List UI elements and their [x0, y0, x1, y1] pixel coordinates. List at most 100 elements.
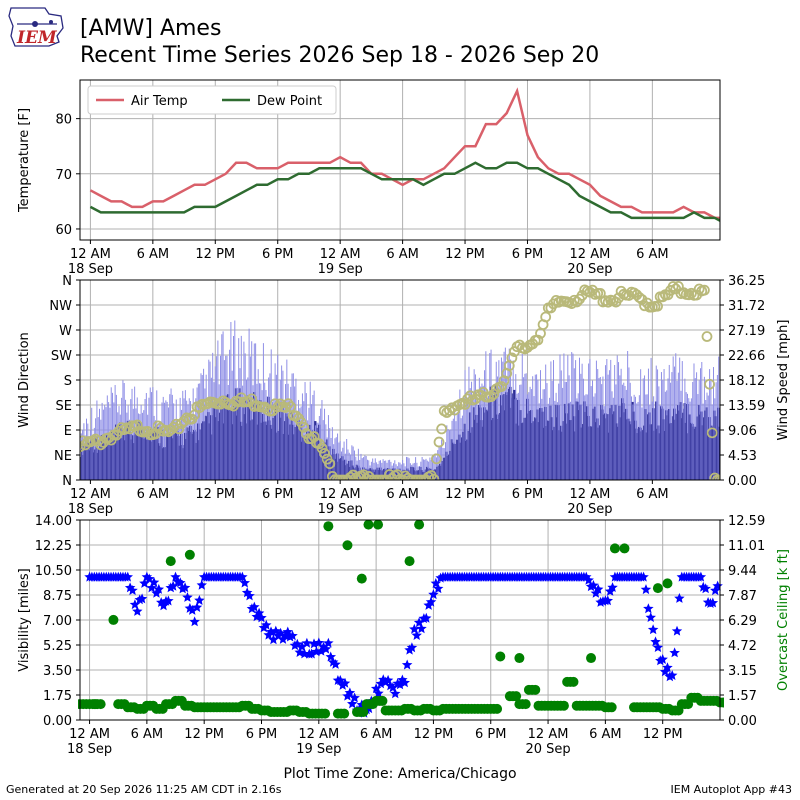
visibility-star	[237, 571, 248, 582]
ceiling-point	[339, 708, 350, 719]
y-tick-label: NW	[49, 299, 72, 314]
visibility-star	[640, 584, 652, 595]
y-tick-label: 60	[55, 223, 72, 238]
axes-frame	[79, 79, 721, 241]
y2-tick-label: 11.01	[728, 539, 765, 554]
visibility-star	[244, 590, 255, 601]
y-tick-label: N	[62, 474, 72, 489]
wind-direction-point	[678, 287, 689, 299]
ceiling-point	[363, 519, 374, 530]
x-tick-label: 12 AM	[528, 727, 569, 742]
wind-direction-point	[765, 467, 774, 476]
visibility-star	[607, 582, 618, 592]
y2-tick-label: 3.15	[728, 664, 757, 679]
visibility-star	[695, 571, 707, 582]
wind-direction-point	[652, 300, 663, 312]
visibility-star	[397, 674, 408, 685]
visibility-star	[289, 640, 301, 651]
x-tick-label: 12 AM	[70, 247, 111, 262]
wind-direction-point	[80, 441, 86, 453]
wind-direction-point	[639, 300, 650, 312]
y2-tick-label: 0.00	[728, 714, 757, 729]
ceiling-point	[586, 653, 597, 664]
wind-direction-point	[704, 378, 715, 390]
x-tick-date-label: 18 Sep	[68, 502, 113, 517]
wind-direction-point	[768, 470, 777, 479]
y2-tick-label: 18.12	[728, 374, 765, 389]
wind-direction-point	[698, 284, 710, 296]
y-tick-label: SW	[51, 349, 72, 364]
wind-direction-point	[757, 468, 766, 477]
visibility-star	[638, 571, 649, 582]
generated-note: Generated at 20 Sep 2026 11:25 AM CDT in…	[6, 783, 282, 796]
ceiling-point	[358, 707, 369, 718]
legend-label-air-temp: Air Temp	[131, 94, 188, 109]
x-tick-label: 6 PM	[475, 727, 506, 742]
wind-direction-point	[672, 280, 684, 292]
visibility-star	[344, 687, 356, 698]
wind-direction-point	[498, 375, 510, 387]
chart-title-range: Recent Time Series 2026 Sep 18 - 2026 Se…	[80, 43, 600, 68]
ceiling-point	[495, 651, 506, 662]
visibility-star	[122, 571, 133, 582]
ceiling-point	[373, 519, 384, 530]
wind-direction-point	[506, 352, 518, 364]
wind-speed-bar	[762, 408, 764, 480]
ceiling-point	[609, 543, 620, 554]
y2-tick-label: 36.25	[728, 274, 765, 289]
wind-speed-bar	[758, 405, 760, 480]
y-tick-label: 0.00	[43, 714, 72, 729]
wind-speed-bar	[718, 426, 720, 480]
y-tick-label: SE	[56, 399, 72, 414]
y2-tick-label: 9.06	[728, 424, 757, 439]
wind-direction-point	[444, 405, 455, 416]
visibility-star	[323, 637, 334, 648]
ceiling-point	[184, 549, 195, 560]
visibility-star	[378, 674, 389, 685]
ceiling-point	[108, 614, 119, 625]
x-tick-date-label: 18 Sep	[67, 742, 112, 757]
y-tick-label: E	[64, 424, 72, 439]
ceiling-point	[414, 519, 425, 530]
wind-direction-point	[95, 439, 107, 451]
ceiling-point	[652, 583, 663, 594]
wind-direction-point	[602, 296, 614, 308]
y-tick-label: 80	[55, 113, 72, 128]
x-tick-label: 12 AM	[570, 247, 611, 262]
wind-speed-bar	[736, 410, 738, 480]
wind-direction-point	[693, 283, 705, 295]
wind-speed-bar	[771, 431, 773, 480]
wind-direction-point	[282, 398, 294, 410]
visibility-star	[146, 582, 157, 593]
visibility-star	[707, 597, 719, 608]
x-tick-label: 6 PM	[246, 727, 277, 742]
y-tick-label: N	[62, 274, 72, 289]
y2-tick-label: 1.57	[728, 689, 757, 704]
y-tick-label: 14.00	[35, 514, 72, 529]
x-tick-label: 12 AM	[298, 727, 339, 742]
wind-speed-bar	[723, 402, 725, 480]
visibility-star	[401, 659, 413, 670]
visibility-star	[647, 624, 659, 635]
x-tick-date-label: 19 Sep	[318, 262, 363, 277]
visibility-star	[249, 601, 260, 612]
visibility-star	[394, 679, 406, 690]
legend-box	[87, 85, 337, 115]
visibility-star	[593, 584, 604, 594]
ceiling-point	[530, 684, 541, 695]
wind-direction-point	[462, 393, 474, 405]
visibility-star	[287, 630, 298, 641]
visibility-star	[428, 589, 439, 600]
x-tick-label: 6 AM	[360, 727, 393, 742]
visibility-star	[347, 698, 358, 709]
wind-direction-point	[360, 473, 372, 480]
visibility-star	[167, 580, 179, 591]
visibility-star	[239, 577, 250, 588]
wind-speed-bar	[772, 402, 774, 480]
ceiling-point	[342, 540, 353, 551]
visibility-star	[416, 623, 427, 634]
y-tick-label: 10.50	[35, 564, 72, 579]
wind-direction-point	[739, 465, 748, 474]
visibility-star	[700, 583, 711, 594]
